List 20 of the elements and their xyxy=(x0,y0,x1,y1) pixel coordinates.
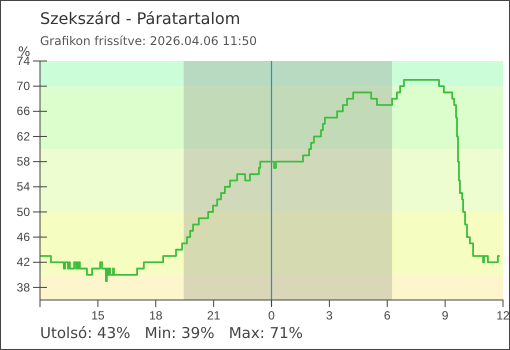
x-tick-label: 15 xyxy=(91,308,105,323)
y-tick-label: 58 xyxy=(16,154,30,168)
x-tick-label: 3 xyxy=(326,308,334,323)
chart-subtitle: Grafikon frissítve: 2026.04.06 11:50 xyxy=(40,34,257,48)
x-tick-label: 12 xyxy=(496,308,510,323)
y-tick-label: 38 xyxy=(16,280,30,294)
y-tick-label: 46 xyxy=(16,230,30,244)
text: Utolsó: 43% Min: 39% Max: 71% xyxy=(40,324,303,342)
y-tick-label: 70 xyxy=(16,79,30,93)
x-tick-label: 6 xyxy=(384,308,391,323)
y-tick-label: 66 xyxy=(16,104,30,118)
y-tick-label: 54 xyxy=(16,180,30,194)
chart-title: Szekszárd - Páratartalom xyxy=(40,9,240,28)
y-tick-label: 42 xyxy=(16,255,30,270)
x-tick-label: 0 xyxy=(268,308,276,323)
x-tick-label: 18 xyxy=(149,308,163,323)
y-tick-label: 62 xyxy=(16,129,30,144)
x-tick-label: 21 xyxy=(206,308,221,323)
y-tick-label: 50 xyxy=(16,204,30,219)
x-tick-label: 9 xyxy=(442,308,449,323)
